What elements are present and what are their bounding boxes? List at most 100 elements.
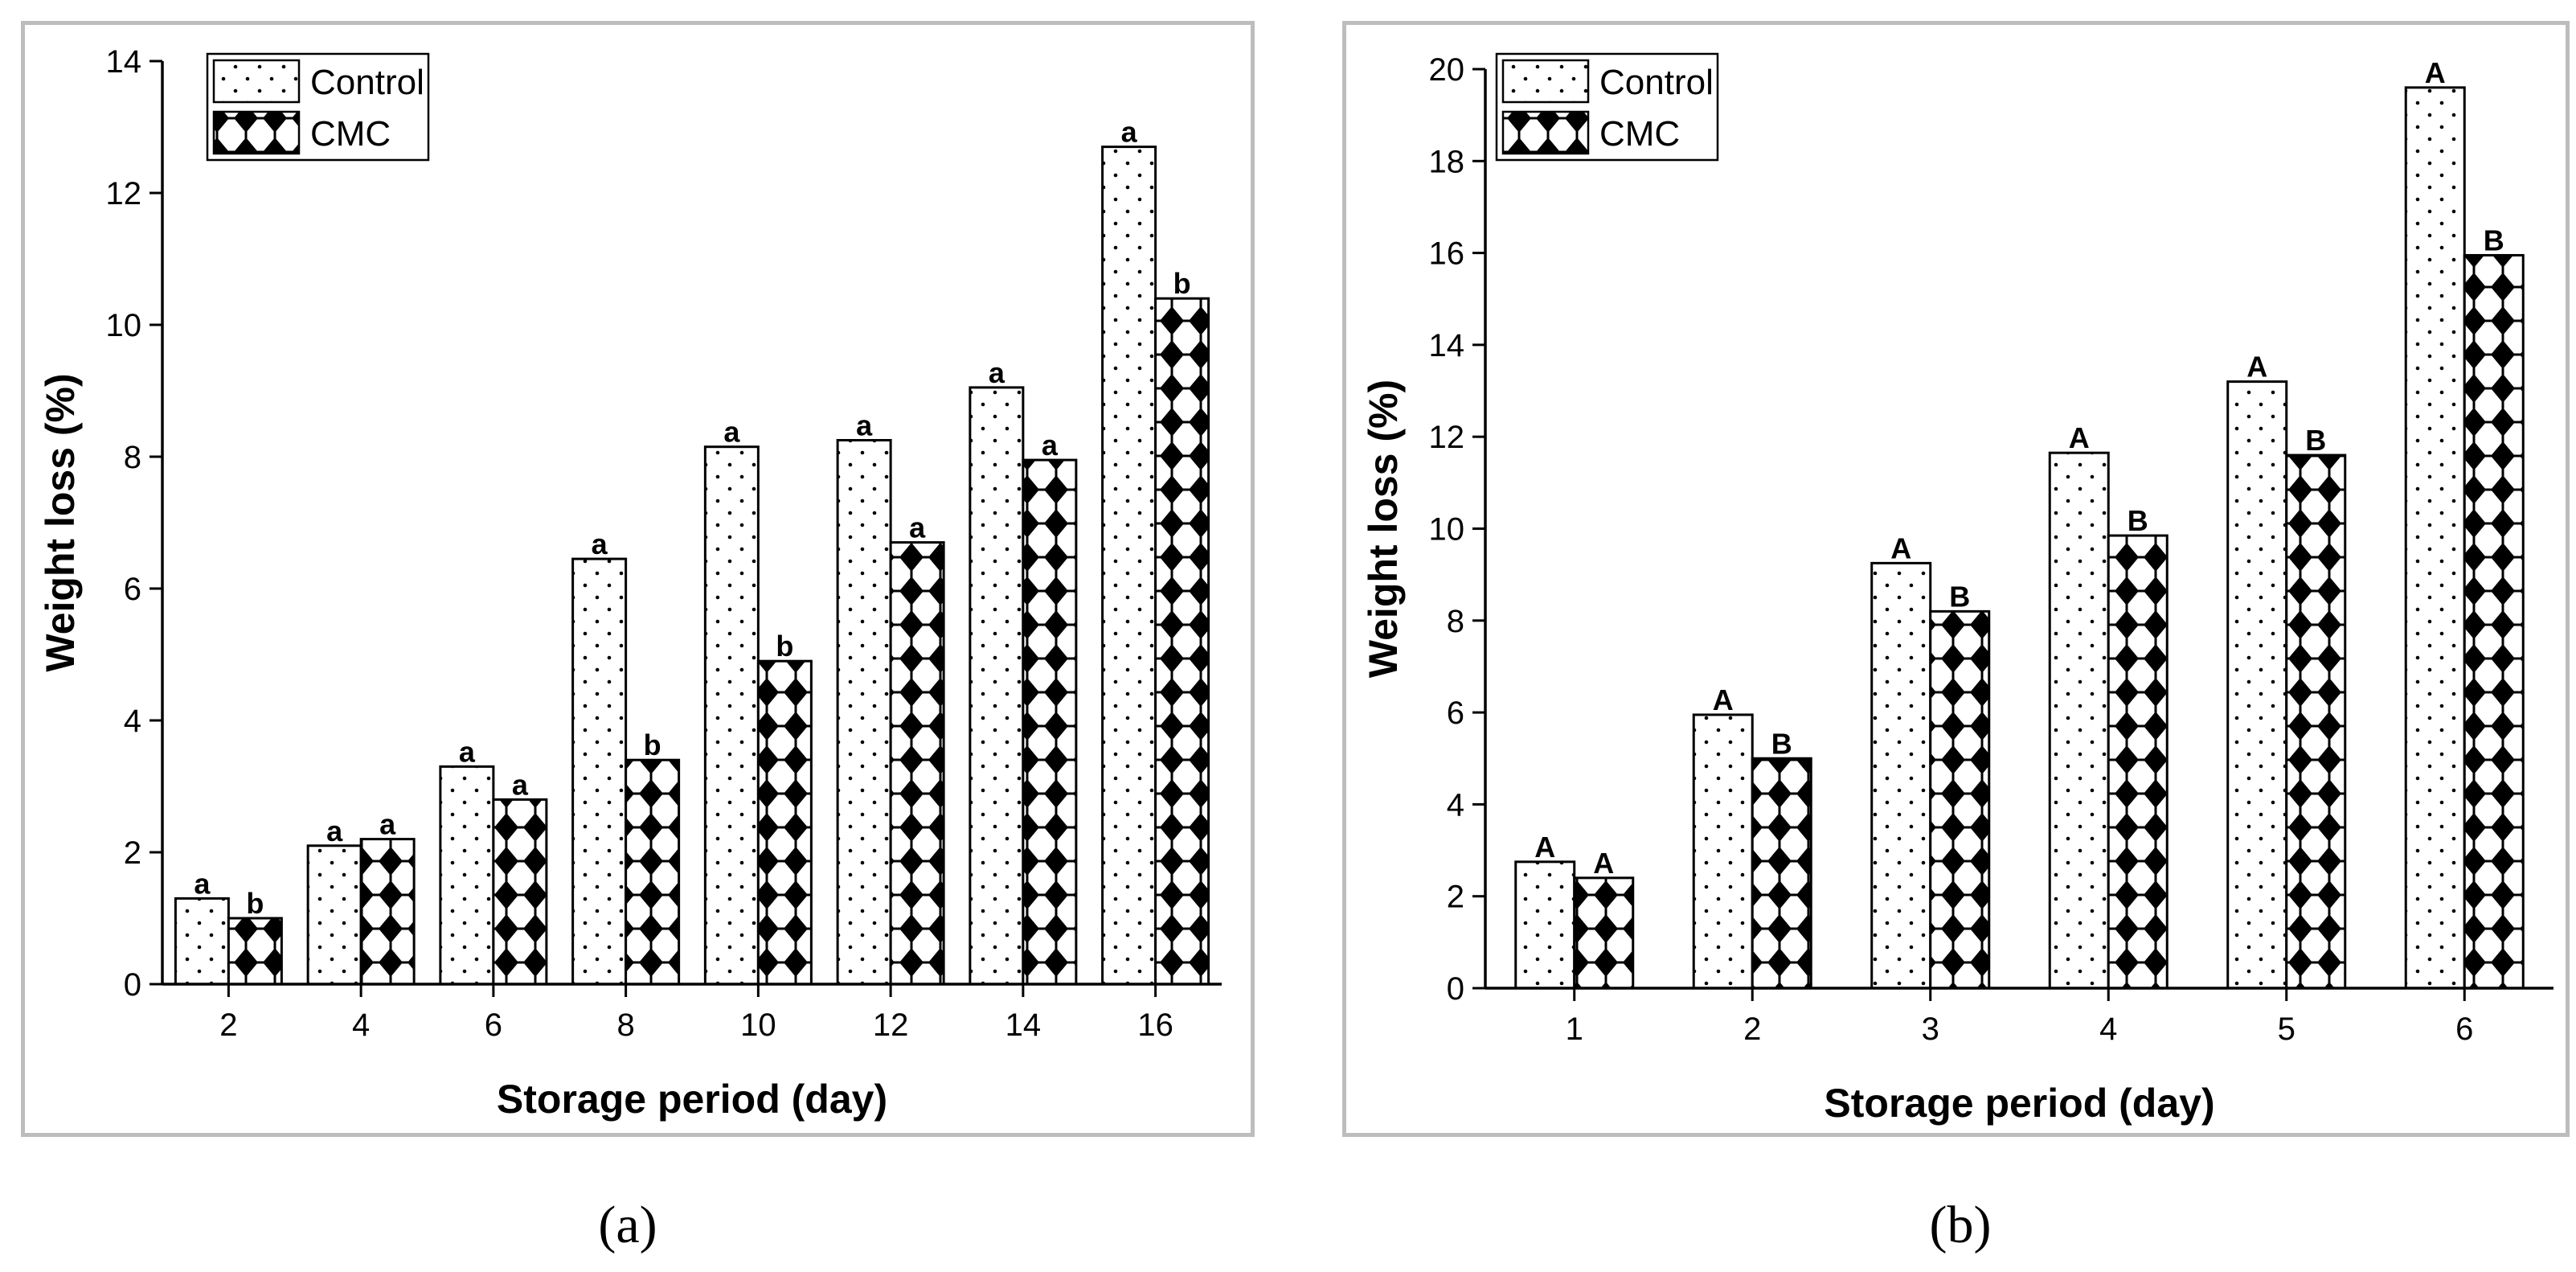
significance-label: A (1534, 831, 1555, 864)
y-tick-label: 6 (1447, 695, 1464, 731)
y-tick-label: 0 (124, 967, 141, 1003)
x-axis-title: Storage period (day) (1824, 1081, 2214, 1126)
bar-control-1 (1514, 860, 1576, 990)
y-tick-label: 20 (1429, 52, 1465, 88)
significance-label: A (1890, 531, 1911, 564)
legend: Control CMC (206, 52, 430, 162)
y-tick-label: 16 (1429, 236, 1465, 272)
x-tick-label: 12 (873, 1007, 909, 1043)
bar-cmc-12 (889, 541, 945, 986)
legend-label-control: Control (310, 63, 424, 102)
significance-label: a (723, 416, 740, 449)
significance-label: a (512, 768, 529, 801)
bar-cmc-2 (227, 917, 283, 986)
bar-control-4 (2048, 451, 2110, 990)
x-tick-label: 2 (1743, 1011, 1761, 1047)
bar-cmc-3 (1929, 609, 1991, 990)
bar-cmc-4 (359, 838, 416, 986)
bar-cmc-6 (2463, 253, 2525, 990)
bar-cmc-4 (2107, 534, 2169, 990)
significance-label: b (246, 887, 264, 920)
y-tick-label: 2 (124, 835, 141, 871)
bar-cmc-8 (625, 758, 681, 986)
significance-label: b (1173, 267, 1191, 300)
y-tick-label: 0 (1447, 971, 1464, 1007)
bar-control-2 (174, 897, 230, 986)
x-tick-label: 1 (1566, 1011, 1583, 1047)
bar-control-5 (2226, 380, 2288, 990)
bar-control-6 (439, 765, 495, 986)
bar-cmc-5 (2285, 453, 2347, 990)
bar-control-14 (969, 386, 1025, 986)
significance-label: B (2128, 504, 2148, 537)
x-tick-label: 4 (352, 1007, 370, 1043)
y-tick-label: 10 (1429, 512, 1465, 548)
y-axis-title: Weight loss (%) (38, 373, 83, 671)
legend-label-control: Control (1599, 63, 1714, 102)
y-tick-label: 14 (1429, 328, 1465, 363)
legend-swatch-control (212, 59, 301, 104)
y-tick-label: 4 (124, 704, 141, 739)
y-tick-label: 4 (1447, 787, 1464, 823)
y-tick-label: 12 (1429, 420, 1465, 455)
chart-panel-b: A A 1 A B 2 A B 3 A B 4 A B 5 A B 6 0 2 4 6 8 10 12 14 16 18 20 Stora… (1361, 52, 2553, 1254)
panel-caption: (b) (1930, 1196, 1992, 1254)
panel-caption: (a) (598, 1196, 657, 1254)
x-tick-label: 5 (2278, 1011, 2295, 1047)
significance-label: B (1949, 580, 1970, 613)
significance-label: a (1042, 429, 1059, 462)
bar-control-2 (1692, 713, 1754, 990)
bar-control-6 (2404, 86, 2466, 990)
x-tick-label: 6 (485, 1007, 502, 1043)
x-tick-label: 3 (1922, 1011, 1939, 1047)
bar-cmc-16 (1154, 297, 1210, 986)
y-tick-label: 8 (124, 440, 141, 475)
significance-label: B (2484, 224, 2504, 256)
y-tick-label: 10 (106, 308, 142, 343)
bar-cmc-10 (756, 659, 813, 986)
y-axis-title: Weight loss (%) (1361, 380, 1406, 678)
x-tick-label: 8 (617, 1007, 635, 1043)
significance-label: a (1121, 116, 1138, 149)
legend-swatch-control (1501, 59, 1590, 104)
significance-label: a (592, 527, 608, 560)
significance-label: A (1713, 683, 1734, 716)
legend-label-cmc: CMC (310, 114, 391, 154)
significance-label: a (194, 867, 211, 900)
x-tick-label: 2 (219, 1007, 237, 1043)
significance-label: B (1771, 727, 1792, 760)
x-tick-label: 10 (740, 1007, 776, 1043)
significance-label: b (776, 630, 793, 663)
significance-label: a (989, 356, 1005, 389)
bar-control-3 (1870, 561, 1932, 990)
y-tick-label: 14 (106, 44, 142, 80)
bar-control-12 (836, 439, 892, 986)
y-tick-label: 8 (1447, 604, 1464, 639)
significance-label: A (2425, 56, 2446, 89)
x-tick-label: 16 (1137, 1007, 1173, 1043)
bar-cmc-1 (1573, 876, 1635, 990)
bar-cmc-6 (492, 798, 548, 986)
bar-control-8 (571, 557, 628, 986)
legend-swatch-cmc (212, 110, 301, 155)
legend-swatch-cmc (1501, 110, 1590, 155)
significance-label: a (459, 735, 476, 768)
significance-label: b (644, 728, 661, 761)
significance-label: A (2246, 351, 2267, 384)
chart-panel-a: a b 2 a a 4 a a 6 a b 8 a b 10 a a 12 a a 14 a b 16 0 2 4 6 8 10 12 14 S… (38, 44, 1222, 1254)
significance-label: B (2305, 424, 2326, 457)
bar-control-4 (306, 844, 362, 986)
bar-cmc-14 (1022, 458, 1078, 986)
significance-label: a (326, 814, 343, 847)
y-tick-label: 12 (106, 176, 142, 211)
y-tick-label: 6 (124, 572, 141, 607)
bar-control-16 (1101, 146, 1157, 986)
significance-label: A (2069, 421, 2090, 454)
legend-label-cmc: CMC (1599, 114, 1680, 154)
x-tick-label: 4 (2099, 1011, 2117, 1047)
significance-label: a (379, 808, 396, 841)
y-tick-label: 2 (1447, 880, 1464, 915)
x-tick-label: 14 (1005, 1007, 1042, 1043)
bar-control-10 (703, 445, 760, 986)
